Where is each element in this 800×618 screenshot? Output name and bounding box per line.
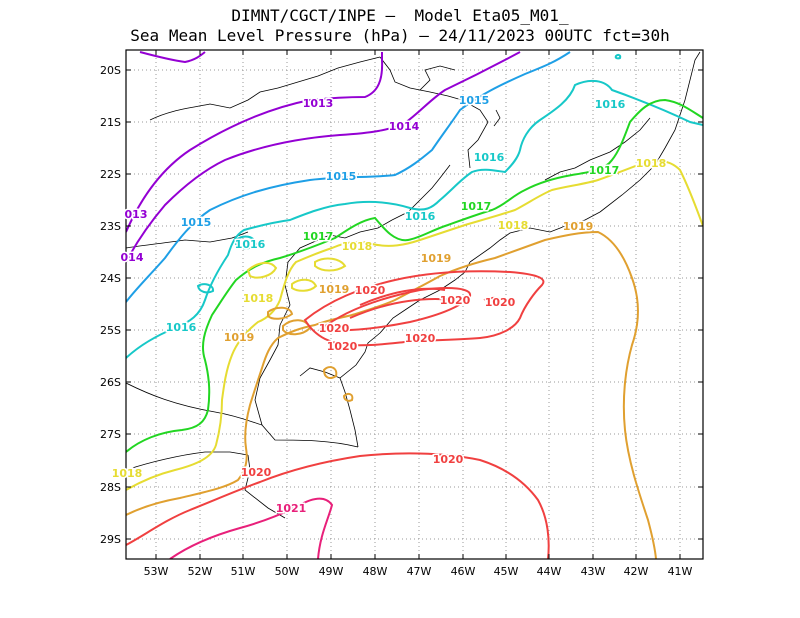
contour-label-1017: 1017 — [589, 164, 620, 177]
lon-label: 48W — [363, 565, 388, 578]
lon-label: 43W — [581, 565, 606, 578]
contour-label-1013: 1013 — [303, 97, 334, 110]
contour-label-1017: 1017 — [461, 200, 492, 213]
contour-label-1019: 1019 — [319, 283, 350, 296]
lon-label: 50W — [275, 565, 300, 578]
lat-label: 28S — [100, 481, 121, 494]
lon-label: 41W — [668, 565, 693, 578]
contour-label-1020: 1020 — [327, 340, 358, 353]
contour-label-1014: 014 — [121, 251, 144, 264]
contour-label-1013: 013 — [125, 208, 148, 221]
contour-label-1015: 1015 — [181, 216, 212, 229]
lat-lon-grid — [126, 50, 703, 559]
contour-label-1016: 1016 — [595, 98, 626, 111]
contour-label-1020: 1020 — [355, 284, 386, 297]
lon-label: 44W — [537, 565, 562, 578]
contour-label-1018: 1018 — [112, 467, 143, 480]
lon-label: 47W — [407, 565, 432, 578]
lon-label: 51W — [231, 565, 256, 578]
lat-label: 29S — [100, 533, 121, 546]
lat-label: 25S — [100, 324, 121, 337]
contour-label-1016: 1016 — [166, 321, 197, 334]
contour-label-1020: 1020 — [405, 332, 436, 345]
contour-label-1020: 1020 — [485, 296, 516, 309]
contour-label-1015: 1015 — [326, 170, 357, 183]
contour-label-1019: 1019 — [421, 252, 452, 265]
lon-label: 45W — [494, 565, 519, 578]
map-title-line1: DIMNT/CGCT/INPE – Model Eta05_M01_ — [231, 6, 569, 25]
lat-axis-labels: 20S 21S 22S 23S 24S 25S 26S 27S 28S 29S — [100, 64, 121, 546]
contour-labels: 1013 013 014 1014 1015 1015 1015 1016 1016 1016 10… — [110, 93, 668, 517]
contour-label-1020: 1020 — [440, 294, 471, 307]
contour-label-1016: 1016 — [474, 151, 505, 164]
contour-label-1018: 1018 — [636, 157, 667, 170]
contour-label-1017: 1017 — [303, 230, 334, 243]
lon-label: 46W — [451, 565, 476, 578]
contour-label-1015: 1015 — [459, 94, 490, 107]
contour-label-1019: 1019 — [563, 220, 594, 233]
lon-label: 49W — [319, 565, 344, 578]
contour-label-1014: 1014 — [389, 120, 420, 133]
lat-label: 26S — [100, 376, 121, 389]
axis-ticks — [126, 50, 703, 559]
contour-label-1016: 1016 — [405, 210, 436, 223]
lon-label: 52W — [188, 565, 213, 578]
contour-label-1019: 1019 — [224, 331, 255, 344]
contour-label-1020: 1020 — [433, 453, 464, 466]
lat-label: 22S — [100, 168, 121, 181]
lat-label: 27S — [100, 428, 121, 441]
contour-label-1016: 1016 — [235, 238, 266, 251]
lon-label: 42W — [624, 565, 649, 578]
coastline-and-borders — [126, 51, 701, 519]
contour-label-1018: 1018 — [498, 219, 529, 232]
contour-label-1018: 1018 — [243, 292, 274, 305]
lon-axis-labels: 53W 52W 51W 50W 49W 48W 47W 46W 45W 44W 43W 42W 41W — [144, 565, 693, 578]
lat-label: 20S — [100, 64, 121, 77]
lat-label: 24S — [100, 272, 121, 285]
contour-label-1018: 1018 — [342, 240, 373, 253]
contour-label-1021: 1021 — [276, 502, 307, 515]
lat-label: 23S — [100, 220, 121, 233]
isobars — [126, 51, 703, 559]
contour-label-1020: 1020 — [319, 322, 350, 335]
map-title-line2: Sea Mean Level Pressure (hPa) – 24/11/20… — [130, 26, 670, 45]
contour-label-1020: 1020 — [241, 466, 272, 479]
lat-label: 21S — [100, 116, 121, 129]
plot-frame — [125, 49, 704, 560]
lon-label: 53W — [144, 565, 169, 578]
